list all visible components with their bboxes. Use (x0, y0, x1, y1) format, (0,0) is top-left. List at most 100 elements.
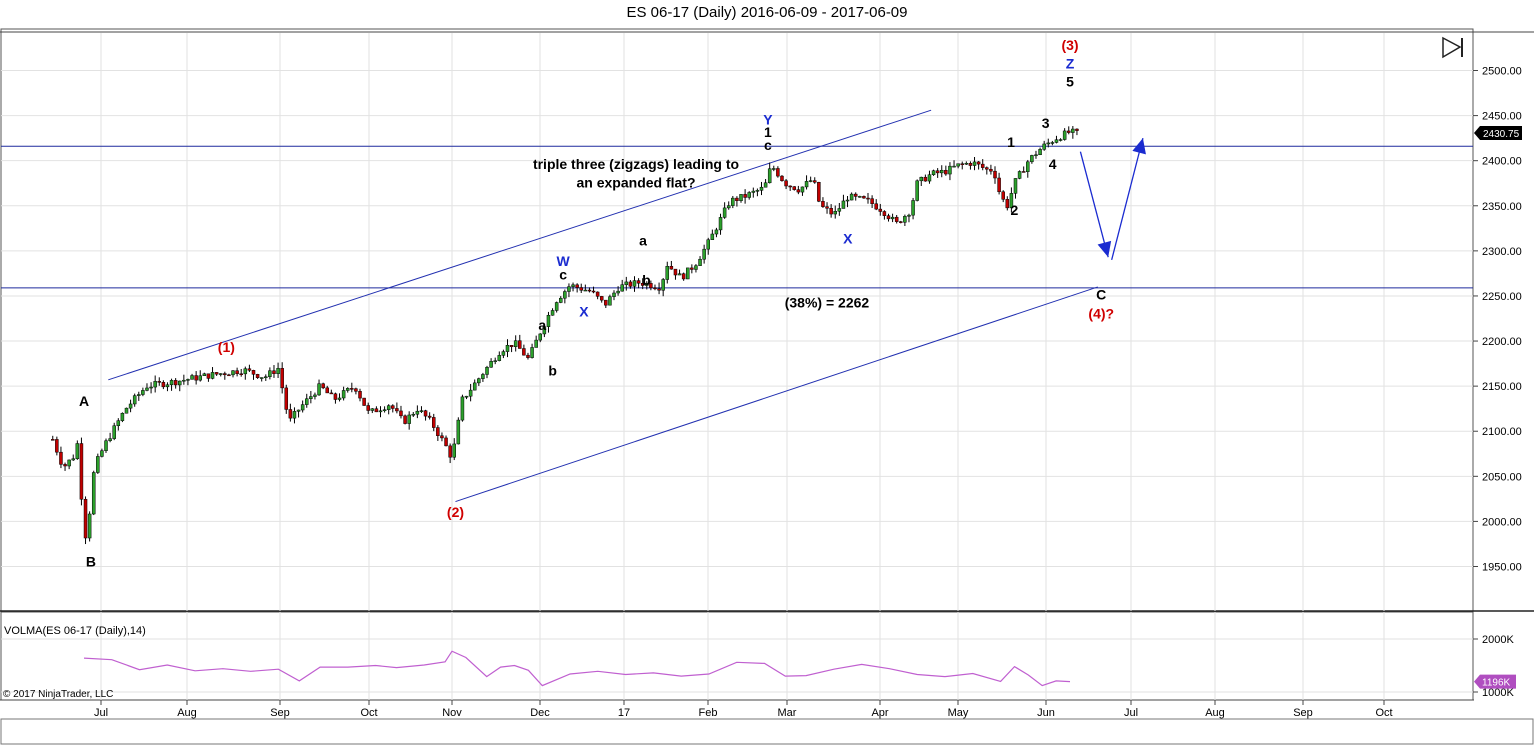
candle-body (456, 419, 461, 445)
candle-body (1013, 178, 1018, 194)
last-price-marker: 2430.75 (1474, 125, 1522, 140)
bottom-border (0, 718, 1534, 745)
candle-body (567, 286, 571, 292)
candle-body (911, 200, 915, 216)
candle-body (268, 370, 272, 377)
candle-body (940, 169, 944, 174)
x-tick-label: Sep (270, 707, 290, 719)
copyright: © 2017 NinjaTrader, LLC (3, 689, 113, 700)
candle-body (362, 397, 366, 406)
wave-label: C (1096, 287, 1106, 303)
candle-body (178, 380, 182, 386)
candle-body (231, 370, 235, 376)
price-candles (51, 126, 1079, 545)
candle-body (186, 379, 190, 381)
skip-forward-icon[interactable] (1438, 35, 1468, 59)
wave-label: 1 (1007, 134, 1015, 150)
wave-label: b (548, 362, 557, 378)
candle-body (657, 288, 661, 291)
candle-body (358, 391, 362, 399)
y-tick-label: 2400.00 (1482, 156, 1522, 168)
wave-label: B (86, 554, 96, 570)
candle-body (112, 425, 116, 439)
candle-body (915, 180, 919, 201)
candle-body (1005, 199, 1010, 209)
y-tick-label: 2150.00 (1482, 381, 1522, 393)
candle-body (1075, 128, 1079, 131)
candle-body (468, 389, 473, 397)
candle-body (165, 384, 170, 388)
x-tick-label: Aug (1205, 707, 1225, 719)
candle-body (518, 340, 522, 349)
candle-body (944, 169, 948, 175)
candle-body (169, 380, 174, 386)
candle-body (759, 186, 764, 191)
candle-body (804, 181, 809, 188)
wave-label: 4 (1049, 156, 1057, 172)
candle-body (718, 217, 723, 231)
candle-body (882, 211, 887, 216)
y-tick-label: 1950.00 (1482, 562, 1522, 574)
wave-label: Z (1066, 56, 1075, 72)
candle-body (415, 410, 420, 415)
candle-body (808, 180, 813, 182)
annotation-text: triple three (zigzags) leading to (533, 156, 739, 172)
candle-body (620, 284, 624, 292)
volume-ma-line (83, 650, 1071, 687)
annotations: triple three (zigzags) leading to an expa… (533, 156, 869, 311)
candle-body (526, 354, 530, 358)
candle-body (645, 283, 649, 286)
candle-body (153, 381, 157, 388)
candle-body (853, 193, 858, 197)
candle-body (1062, 130, 1067, 140)
x-tick-label: Sep (1293, 707, 1313, 719)
candle-body (956, 163, 960, 167)
candle-body (243, 368, 248, 375)
x-tick-label: Apr (871, 707, 888, 719)
candle-body (264, 376, 268, 378)
candle-body (792, 186, 797, 190)
candle-body (1046, 142, 1051, 145)
price-axis: 1950.00 2000.00 2050.00 2100.00 2150.00 2200.… (1473, 66, 1522, 574)
candle-body (345, 388, 350, 391)
candle-body (935, 170, 940, 174)
candle-body (931, 170, 936, 175)
candle-body (489, 361, 493, 368)
candle-body (100, 450, 104, 457)
candle-body (784, 180, 788, 187)
candle-body (952, 165, 956, 168)
candle-body (862, 196, 866, 199)
candle-body (1050, 142, 1055, 144)
candle-body (726, 205, 731, 209)
y-tick-label: 2500.00 (1482, 66, 1522, 78)
candle-body (411, 413, 416, 416)
wave-label: 2 (1011, 202, 1019, 218)
candle-body (149, 386, 153, 389)
candle-body (665, 266, 670, 280)
candle-body (661, 279, 665, 291)
candle-body (776, 168, 780, 177)
candle-body (575, 284, 579, 288)
chart-title: ES 06-17 (Daily) 2016-06-09 - 2017-06-09 (626, 4, 908, 21)
candle-body (206, 373, 211, 379)
candle-body (653, 287, 657, 290)
candle-body (432, 417, 436, 428)
candle-body (370, 408, 375, 411)
wave-label: 3 (1042, 115, 1050, 131)
candle-body (190, 375, 194, 380)
candle-body (583, 289, 588, 292)
candle-body (923, 176, 928, 182)
wave-label: (1) (218, 339, 235, 355)
candle-body (919, 176, 924, 182)
candle-body (1001, 191, 1005, 200)
x-tick-label: Mar (778, 707, 797, 719)
candle-body (825, 206, 829, 209)
candle-body (448, 445, 452, 458)
candle-body (743, 194, 747, 198)
x-tick-label: Aug (177, 707, 197, 719)
candle-body (595, 291, 600, 297)
price-panel-frame (0, 28, 1474, 612)
y-tick-label: 2250.00 (1482, 291, 1522, 303)
candle-body (829, 207, 833, 215)
candle-body (407, 414, 411, 424)
